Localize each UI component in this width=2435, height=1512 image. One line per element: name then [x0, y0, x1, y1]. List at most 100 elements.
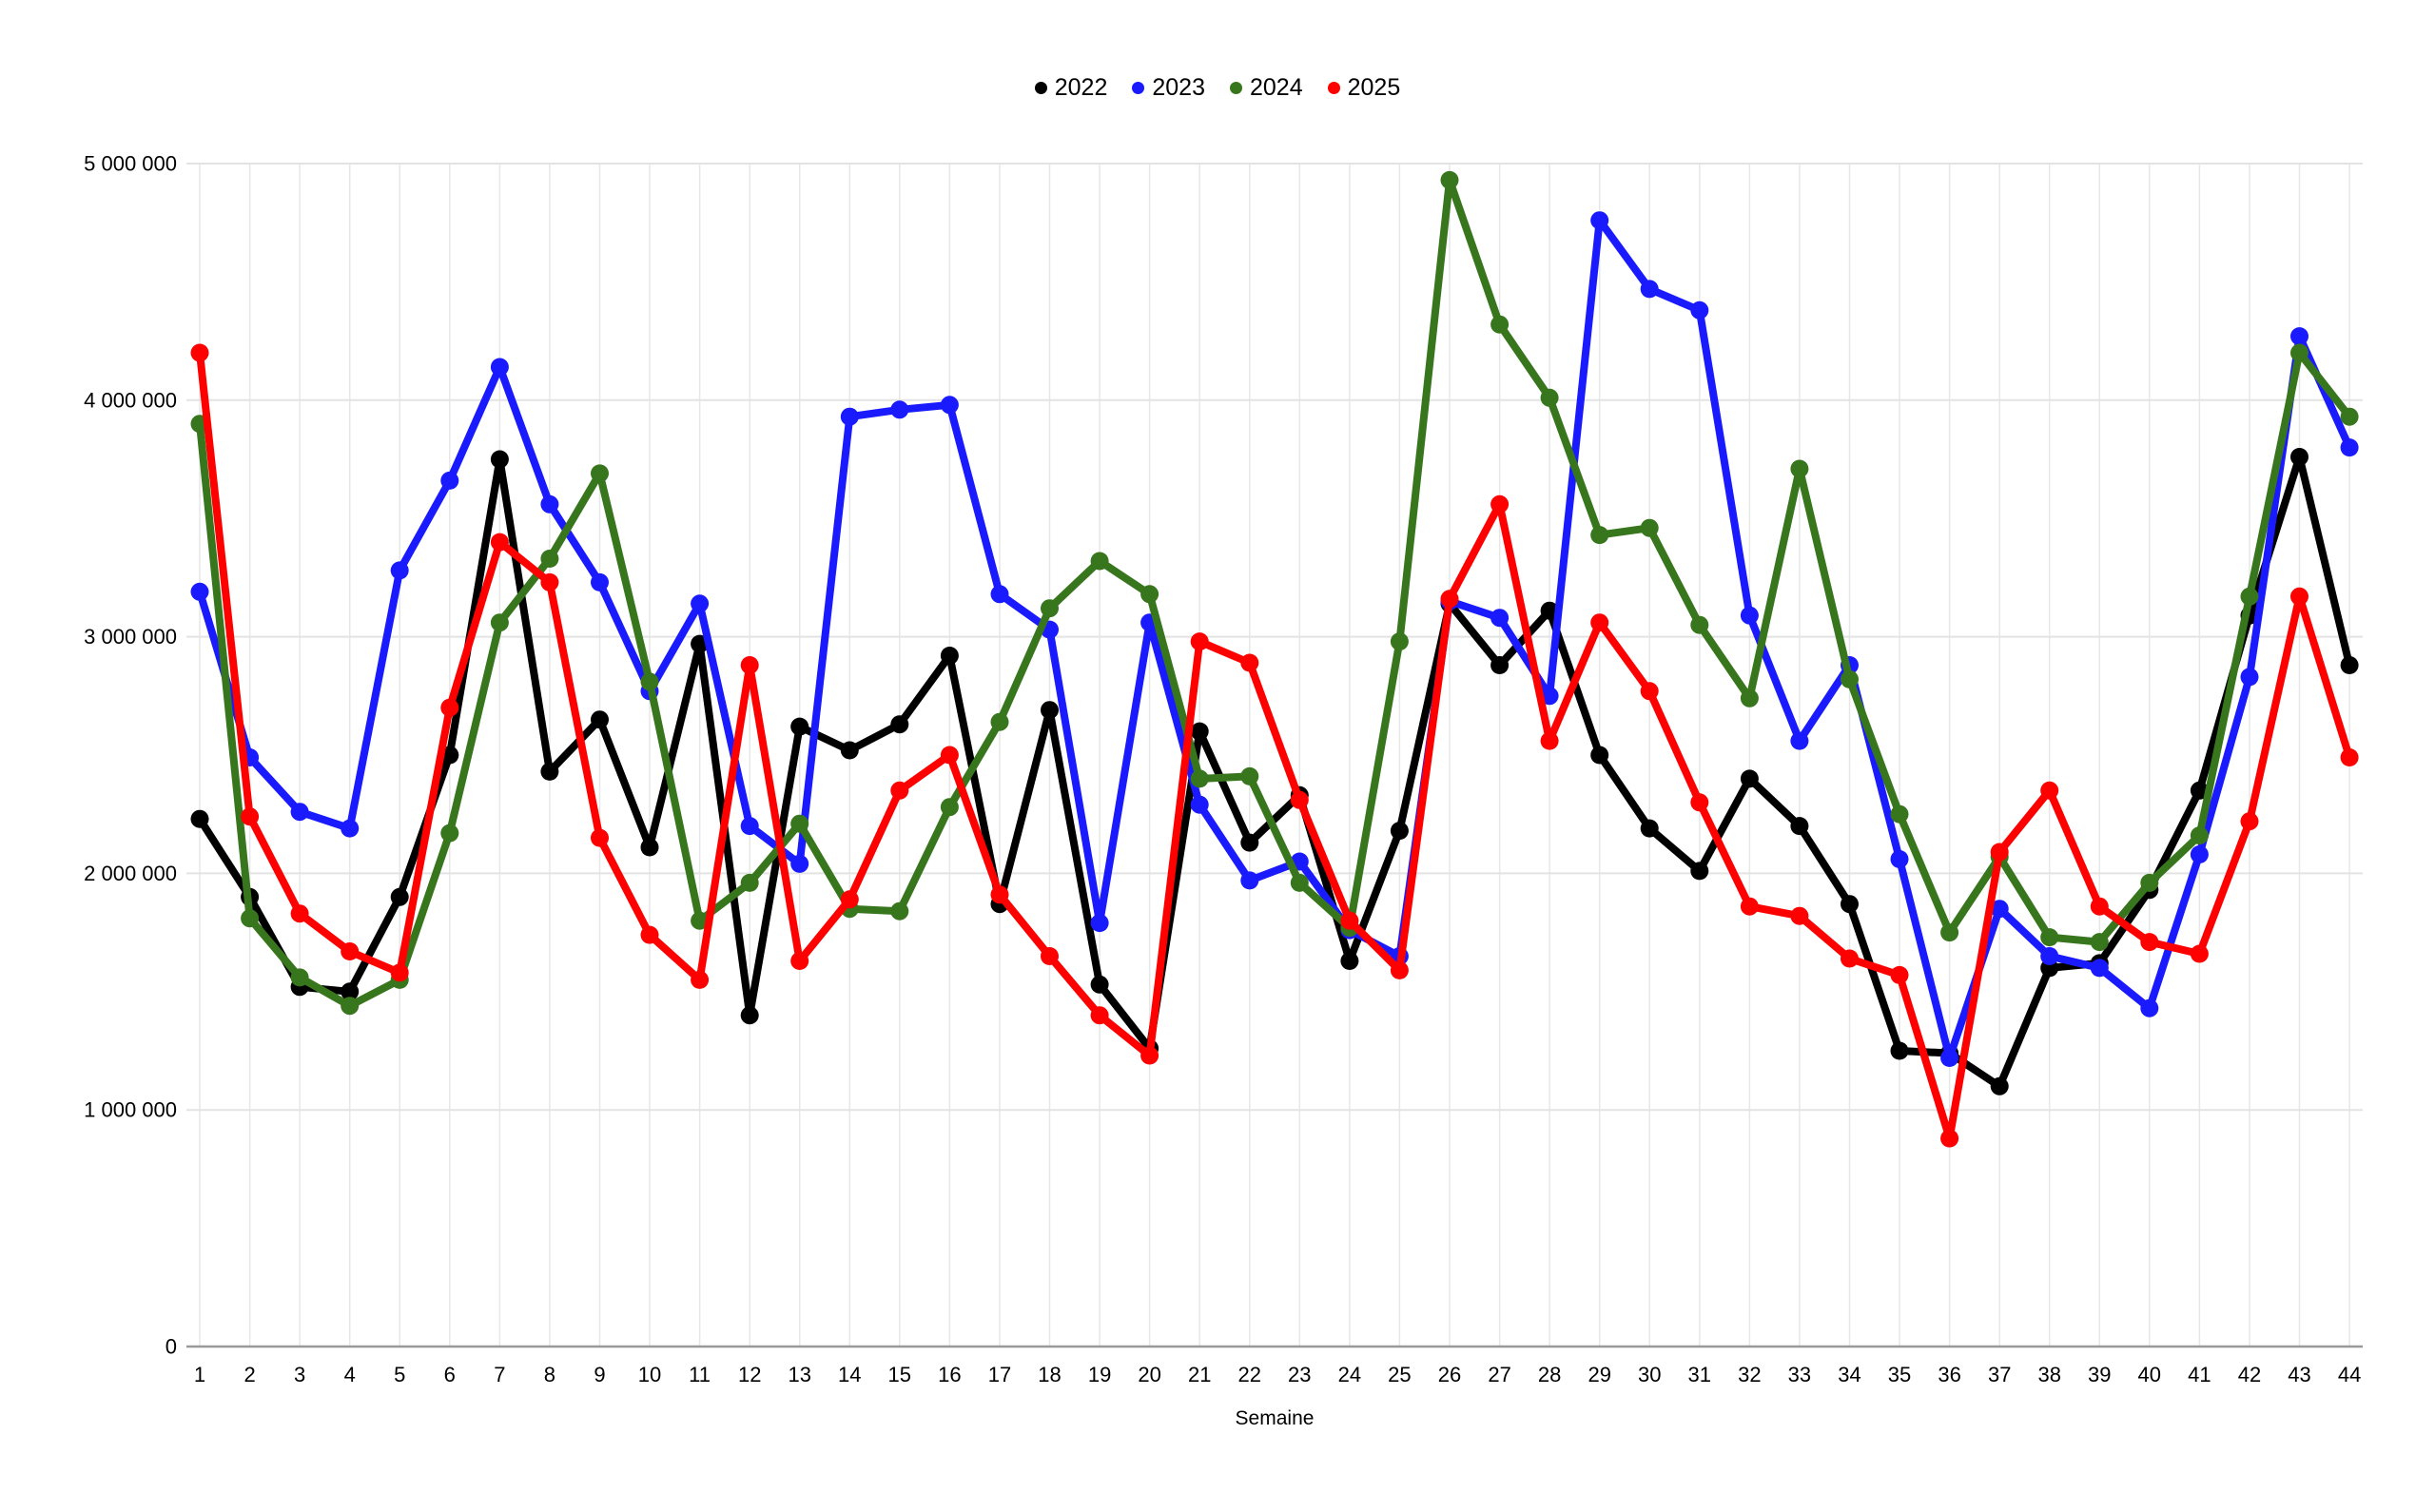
- y-tick-label: 5 000 000: [84, 152, 177, 176]
- series-2022-point: [1990, 1076, 2009, 1095]
- series-2024-point: [241, 909, 260, 928]
- series-2022-point: [1640, 819, 1659, 838]
- series-2022-point: [490, 450, 509, 469]
- x-tick-label: 42: [2238, 1363, 2261, 1386]
- x-tick-label: 31: [1688, 1363, 1711, 1386]
- series-2024-point: [2240, 587, 2259, 606]
- series-2023: [190, 211, 2359, 1067]
- x-tick-label: 23: [1288, 1363, 1311, 1386]
- series-2025-point: [2290, 587, 2308, 606]
- series-2022-point: [1190, 722, 1209, 741]
- x-tick-label: 27: [1488, 1363, 1510, 1386]
- legend-dot-2022-icon: [1034, 82, 1047, 94]
- series-2025-point: [1140, 1046, 1159, 1065]
- y-tick-label: 1 000 000: [84, 1098, 177, 1122]
- series-2025-point: [1841, 949, 1859, 968]
- legend-item-2023: 2023: [1132, 74, 1205, 102]
- series-2023-point: [940, 396, 959, 415]
- series-2024-point: [2190, 826, 2209, 845]
- series-2025-point: [1290, 790, 1309, 809]
- series-2025-point: [840, 890, 859, 909]
- series-2025-point: [591, 828, 609, 847]
- legend-dot-2023-icon: [1132, 82, 1145, 94]
- legend-item-2024: 2024: [1230, 74, 1303, 102]
- x-tick-label: 29: [1588, 1363, 1610, 1386]
- x-tick-label: 43: [2288, 1363, 2310, 1386]
- series-2025-point: [1690, 793, 1709, 812]
- x-tick-label: 36: [1938, 1363, 1960, 1386]
- series-2024-point: [1390, 632, 1409, 651]
- series-2025-point: [241, 807, 260, 826]
- x-tick-label: 21: [1188, 1363, 1211, 1386]
- legend-dot-2025-icon: [1327, 82, 1340, 94]
- series-2024-point: [1841, 669, 1859, 688]
- series-2025-point: [2040, 781, 2059, 800]
- series-2024-point: [1690, 615, 1709, 634]
- series-2022-point: [1490, 656, 1510, 674]
- series-2024-point: [1190, 769, 1209, 788]
- legend-item-2025: 2025: [1327, 74, 1400, 102]
- x-tick-label: 5: [394, 1363, 405, 1386]
- series-2025-point: [1940, 1129, 1959, 1148]
- series-2024: [190, 170, 2359, 1016]
- series-2022-point: [2340, 656, 2359, 674]
- series-2023-point: [2340, 438, 2359, 457]
- series-2024-point: [2090, 933, 2109, 952]
- series-2022-point: [840, 741, 859, 760]
- series-2025-point: [1640, 682, 1659, 701]
- series-2025-point: [1090, 1006, 1109, 1025]
- series-2024-point: [1290, 873, 1309, 892]
- x-tick-label: 12: [738, 1363, 761, 1386]
- series-2023-point: [2290, 327, 2308, 346]
- x-tick-label: 3: [294, 1363, 305, 1386]
- series-2023-point: [1240, 871, 1259, 890]
- series-2025-point: [490, 533, 509, 552]
- series-2023-point: [2040, 947, 2059, 965]
- series-2025-point: [390, 963, 409, 982]
- x-tick-label: 7: [494, 1363, 505, 1386]
- x-tick-label: 15: [888, 1363, 911, 1386]
- x-tick-label: 10: [638, 1363, 661, 1386]
- series-2024-point: [640, 672, 659, 691]
- series-2023-point: [490, 358, 509, 377]
- series-2023-point: [341, 819, 360, 838]
- series-2023-point: [1790, 731, 1809, 750]
- series-2024-point: [1890, 804, 1909, 824]
- series-2024-point: [1240, 766, 1259, 785]
- series-2023-point: [1540, 687, 1559, 706]
- x-tick-label: 24: [1338, 1363, 1361, 1386]
- series-2023-point: [440, 471, 459, 490]
- series-2024-point: [740, 873, 759, 892]
- x-tick-label: 1: [194, 1363, 205, 1386]
- series-2024-point: [790, 814, 809, 833]
- y-tick-label: 2 000 000: [84, 862, 177, 885]
- series-2024-point: [2040, 928, 2059, 947]
- series-2025-point: [940, 746, 959, 765]
- series-2023-point: [790, 854, 809, 873]
- x-tick-label: 44: [2338, 1363, 2361, 1386]
- series-2025-point: [341, 942, 360, 960]
- series-2022-point: [1240, 833, 1259, 852]
- series-2024-point: [1090, 552, 1109, 571]
- series-2024-point: [440, 824, 459, 843]
- series-2025-point: [1990, 843, 2009, 862]
- series-2025-point: [540, 572, 559, 591]
- series-2022: [190, 448, 2359, 1095]
- series-2025-point: [691, 970, 710, 989]
- x-tick-label: 20: [1138, 1363, 1160, 1386]
- series-2022-point: [640, 838, 659, 857]
- x-tick-label: 33: [1788, 1363, 1811, 1386]
- series-2024-point: [2340, 407, 2359, 426]
- series-2024-point: [1590, 526, 1609, 545]
- x-axis-title: Semaine: [1235, 1407, 1315, 1429]
- x-tick-label: 32: [1738, 1363, 1761, 1386]
- series-2022-point: [1890, 1041, 1909, 1060]
- legend-dot-2024-icon: [1230, 82, 1242, 94]
- series-2023-point: [1190, 795, 1209, 814]
- series-2022-point: [341, 982, 360, 1001]
- series-2024-point: [591, 464, 609, 483]
- x-tick-label: 19: [1088, 1363, 1111, 1386]
- x-tick-label: 40: [2138, 1363, 2161, 1386]
- series-2024-point: [890, 901, 909, 921]
- series-2024-point: [2290, 343, 2308, 362]
